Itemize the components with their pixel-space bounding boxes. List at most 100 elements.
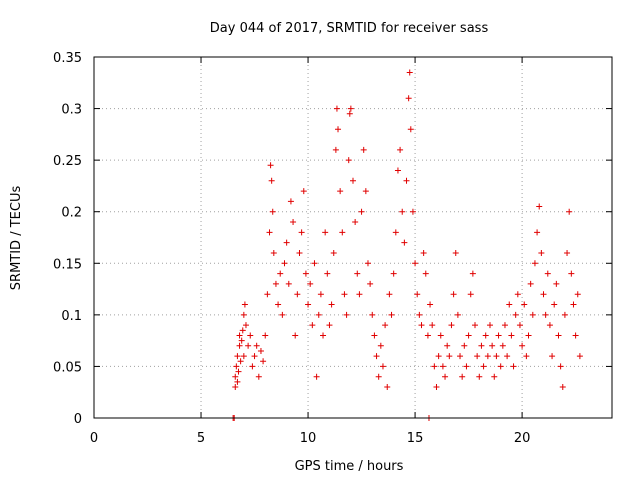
data-point — [339, 229, 346, 236]
data-point — [322, 229, 329, 236]
data-point — [324, 270, 331, 277]
data-point — [418, 322, 425, 329]
data-point — [341, 291, 348, 298]
data-point — [386, 291, 393, 298]
data-point — [317, 291, 324, 298]
data-point — [555, 332, 562, 339]
data-point — [544, 270, 551, 277]
data-point — [474, 353, 481, 360]
chart-title: Day 044 of 2017, SRMTID for receiver sas… — [210, 21, 489, 36]
data-point — [559, 384, 566, 391]
x-tick-labels: 0 5 10 15 20 — [90, 431, 531, 446]
data-point — [267, 162, 274, 169]
data-point — [538, 249, 545, 256]
data-point — [546, 322, 553, 329]
data-point — [435, 353, 442, 360]
y-tick-label: 0.1 — [61, 309, 82, 324]
data-point — [454, 311, 461, 318]
data-point — [566, 208, 573, 215]
data-point — [536, 203, 543, 210]
y-tick-label: 0 — [74, 412, 82, 427]
data-point — [414, 291, 421, 298]
data-point — [239, 327, 246, 334]
data-point — [362, 188, 369, 195]
data-point — [333, 105, 340, 112]
data-point — [572, 332, 579, 339]
data-point — [457, 353, 464, 360]
y-tick-label: 0.2 — [61, 206, 82, 221]
data-point — [495, 332, 502, 339]
data-point — [439, 363, 446, 370]
data-point — [307, 280, 314, 287]
data-point — [576, 353, 583, 360]
plot-frame — [93, 56, 613, 419]
data-point — [508, 332, 515, 339]
data-point — [236, 332, 243, 339]
data-point — [240, 311, 247, 318]
data-point — [253, 342, 260, 349]
data-point — [465, 332, 472, 339]
data-point — [424, 332, 431, 339]
data-point — [290, 219, 297, 226]
data-point — [467, 291, 474, 298]
data-point — [245, 342, 252, 349]
axis-ticks — [93, 56, 612, 419]
data-point — [255, 373, 262, 380]
data-point — [489, 342, 496, 349]
data-point — [501, 322, 508, 329]
data-point — [531, 260, 538, 267]
x-tick-label: 0 — [90, 431, 98, 446]
data-point — [313, 373, 320, 380]
data-point — [463, 363, 470, 370]
data-point — [292, 332, 299, 339]
data-point — [272, 280, 279, 287]
data-point — [262, 332, 269, 339]
data-point — [401, 239, 408, 246]
data-point — [392, 229, 399, 236]
data-point — [450, 291, 457, 298]
data-point — [247, 332, 254, 339]
data-point — [405, 95, 412, 102]
data-point — [235, 368, 242, 375]
data-point — [330, 249, 337, 256]
data-point — [350, 177, 356, 184]
y-tick-label: 0.15 — [53, 257, 82, 272]
data-point — [298, 229, 305, 236]
data-point — [279, 311, 286, 318]
data-point — [233, 363, 240, 370]
data-point — [433, 384, 440, 391]
data-point — [499, 342, 506, 349]
x-tick-label: 10 — [300, 431, 317, 446]
data-point — [388, 311, 395, 318]
data-point — [482, 332, 489, 339]
data-point — [343, 311, 350, 318]
data-point — [452, 249, 459, 256]
data-point — [407, 126, 414, 133]
data-point — [476, 373, 483, 380]
x-tick-label: 5 — [197, 431, 205, 446]
data-point — [429, 322, 436, 329]
data-point — [568, 270, 575, 277]
data-point — [237, 358, 244, 365]
data-point — [461, 342, 468, 349]
data-point — [525, 332, 532, 339]
data-point — [277, 270, 284, 277]
data-point — [384, 384, 391, 391]
y-axis-label: SRMTID / TECUs — [9, 186, 24, 291]
y-tick-label: 0.35 — [53, 51, 82, 66]
data-point — [510, 363, 517, 370]
data-point — [275, 301, 282, 308]
data-point — [514, 291, 521, 298]
x-tick-label: 15 — [407, 431, 424, 446]
data-point — [260, 358, 267, 365]
data-point — [266, 229, 273, 236]
data-point — [412, 260, 419, 267]
y-tick-label: 0.25 — [53, 154, 82, 169]
data-point — [373, 353, 380, 360]
data-point — [521, 301, 528, 308]
data-point — [519, 342, 526, 349]
data-point — [369, 311, 376, 318]
data-point — [337, 188, 344, 195]
data-point — [564, 249, 571, 256]
data-point — [382, 322, 389, 329]
